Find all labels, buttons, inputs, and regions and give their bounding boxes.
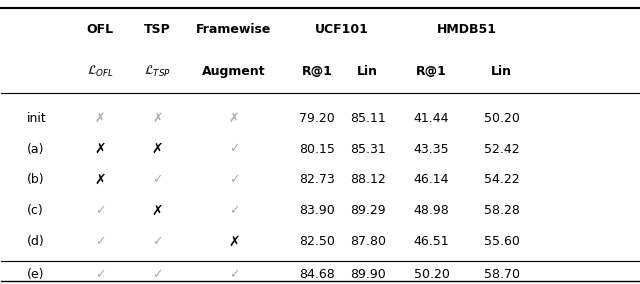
Text: R@1: R@1 [301, 65, 332, 78]
Text: Lin: Lin [357, 65, 378, 78]
Text: 58.28: 58.28 [484, 204, 520, 217]
Text: ✗: ✗ [152, 112, 163, 125]
Text: 89.90: 89.90 [350, 268, 386, 281]
Text: 55.60: 55.60 [484, 235, 520, 248]
Text: HMDB51: HMDB51 [436, 23, 497, 36]
Text: OFL: OFL [86, 23, 114, 36]
Text: ✗: ✗ [94, 173, 106, 187]
Text: 85.31: 85.31 [350, 143, 386, 156]
Text: (d): (d) [27, 235, 45, 248]
Text: ✗: ✗ [228, 112, 239, 125]
Text: Framewise: Framewise [196, 23, 271, 36]
Text: 82.50: 82.50 [299, 235, 335, 248]
Text: 46.14: 46.14 [414, 174, 449, 187]
Text: Lin: Lin [491, 65, 512, 78]
Text: UCF101: UCF101 [316, 23, 369, 36]
Text: 46.51: 46.51 [413, 235, 449, 248]
Text: ✓: ✓ [228, 143, 239, 156]
Text: 50.20: 50.20 [484, 112, 520, 125]
Text: ✗: ✗ [152, 204, 163, 218]
Text: 79.20: 79.20 [299, 112, 335, 125]
Text: init: init [27, 112, 47, 125]
Text: ✓: ✓ [152, 174, 163, 187]
Text: $\mathcal{L}_{TSP}$: $\mathcal{L}_{TSP}$ [144, 64, 171, 79]
Text: R@1: R@1 [416, 65, 447, 78]
Text: 43.35: 43.35 [413, 143, 449, 156]
Text: 87.80: 87.80 [350, 235, 386, 248]
Text: 54.22: 54.22 [484, 174, 520, 187]
Text: 85.11: 85.11 [350, 112, 386, 125]
Text: ✓: ✓ [95, 204, 106, 217]
Text: (b): (b) [27, 174, 45, 187]
Text: 41.44: 41.44 [414, 112, 449, 125]
Text: 58.70: 58.70 [484, 268, 520, 281]
Text: ✗: ✗ [228, 235, 240, 249]
Text: 84.68: 84.68 [299, 268, 335, 281]
Text: 82.73: 82.73 [299, 174, 335, 187]
Text: $\mathcal{L}_{OFL}$: $\mathcal{L}_{OFL}$ [86, 64, 114, 79]
Text: ✓: ✓ [95, 235, 106, 248]
Text: ✓: ✓ [228, 268, 239, 281]
Text: 50.20: 50.20 [413, 268, 449, 281]
Text: (e): (e) [27, 268, 44, 281]
Text: 89.29: 89.29 [350, 204, 386, 217]
Text: 52.42: 52.42 [484, 143, 520, 156]
Text: ✓: ✓ [95, 268, 106, 281]
Text: ✗: ✗ [94, 142, 106, 156]
Text: (c): (c) [27, 204, 44, 217]
Text: 80.15: 80.15 [299, 143, 335, 156]
Text: ✓: ✓ [228, 204, 239, 217]
Text: ✓: ✓ [152, 235, 163, 248]
Text: (a): (a) [27, 143, 44, 156]
Text: ✓: ✓ [228, 174, 239, 187]
Text: ✗: ✗ [95, 112, 106, 125]
Text: TSP: TSP [144, 23, 171, 36]
Text: 48.98: 48.98 [413, 204, 449, 217]
Text: Augment: Augment [202, 65, 266, 78]
Text: 88.12: 88.12 [350, 174, 386, 187]
Text: ✓: ✓ [152, 268, 163, 281]
Text: ✗: ✗ [152, 142, 163, 156]
Text: 83.90: 83.90 [299, 204, 335, 217]
